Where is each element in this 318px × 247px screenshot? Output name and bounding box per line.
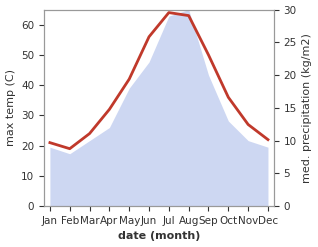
Y-axis label: med. precipitation (kg/m2): med. precipitation (kg/m2) [302,33,313,183]
X-axis label: date (month): date (month) [118,231,200,242]
Y-axis label: max temp (C): max temp (C) [5,69,16,146]
